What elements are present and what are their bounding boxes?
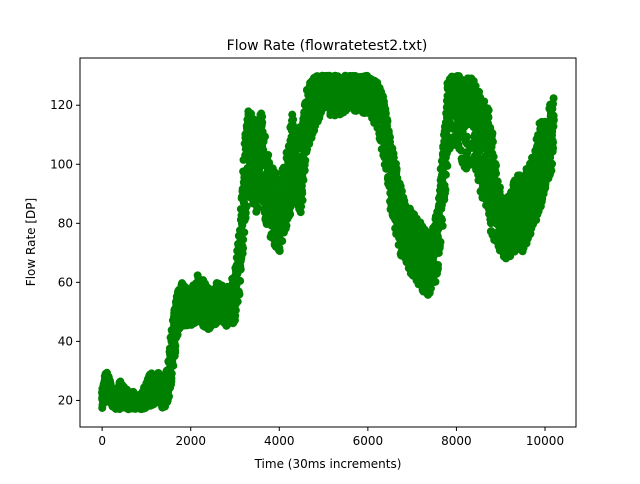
data-point — [484, 113, 493, 122]
data-point — [471, 82, 480, 91]
data-point — [299, 176, 308, 185]
data-point — [240, 228, 249, 237]
data-point — [258, 118, 267, 127]
data-point — [241, 209, 250, 218]
data-point — [171, 342, 180, 351]
data-point — [431, 277, 440, 286]
chart-title: Flow Rate (flowratetest2.txt) — [227, 38, 428, 54]
data-point — [385, 133, 394, 142]
data-point — [242, 202, 251, 211]
data-point — [301, 156, 310, 165]
data-point — [261, 132, 270, 141]
data-point — [171, 348, 180, 357]
data-point — [443, 161, 452, 170]
data-point — [258, 112, 267, 121]
data-point — [493, 177, 502, 186]
data-point — [167, 369, 176, 378]
data-point — [381, 109, 390, 118]
data-point — [239, 235, 248, 244]
data-point — [253, 204, 262, 213]
data-point — [231, 306, 240, 315]
data-point — [286, 202, 295, 211]
data-point — [488, 137, 497, 146]
data-point — [491, 161, 500, 170]
data-point — [259, 146, 268, 155]
data-point — [275, 246, 284, 255]
data-point — [164, 392, 173, 401]
data-point — [389, 153, 398, 162]
data-point — [383, 116, 392, 125]
data-point — [235, 290, 244, 299]
data-point — [397, 187, 406, 196]
data-point — [484, 106, 493, 115]
data-point — [233, 297, 242, 306]
data-point — [437, 215, 446, 224]
data-point — [457, 146, 466, 155]
data-point — [169, 361, 178, 370]
data-point — [441, 185, 450, 194]
data-point — [492, 169, 501, 178]
data-point — [440, 195, 449, 204]
data-point — [436, 238, 445, 247]
data-point — [236, 276, 245, 285]
data-point — [463, 132, 472, 141]
data-point — [441, 170, 450, 179]
data-point — [239, 244, 248, 253]
data-point — [236, 265, 245, 274]
data-point — [298, 196, 307, 205]
data-point — [392, 164, 401, 173]
data-points — [98, 71, 558, 414]
data-point — [300, 166, 309, 175]
data-point — [488, 129, 497, 138]
data-point — [433, 260, 442, 269]
data-point — [278, 237, 287, 246]
data-point — [271, 169, 280, 178]
data-point — [282, 221, 291, 230]
data-point — [438, 221, 447, 230]
data-point — [489, 152, 498, 161]
data-point — [286, 210, 295, 219]
data-point — [289, 115, 298, 124]
data-point — [298, 189, 307, 198]
data-point — [264, 150, 273, 159]
data-point — [297, 202, 306, 211]
